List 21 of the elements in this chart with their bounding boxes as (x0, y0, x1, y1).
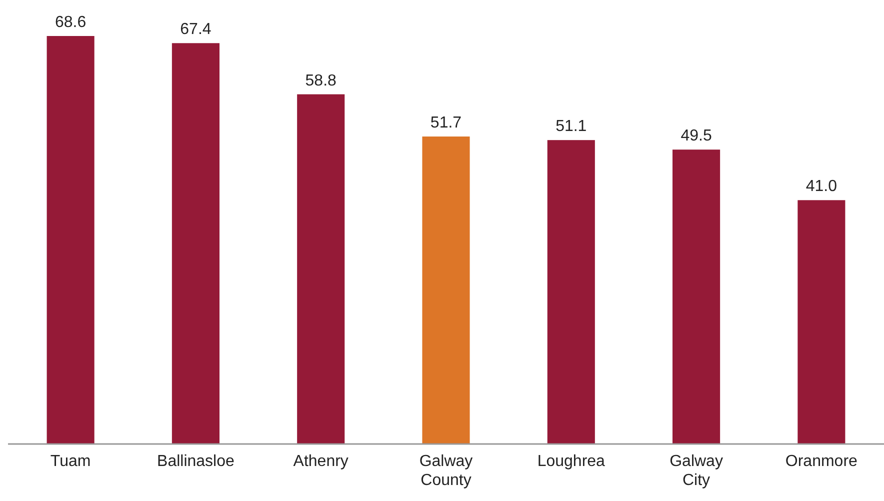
x-tick-label: Athenry (293, 453, 348, 470)
bar (172, 43, 220, 444)
bar (672, 150, 720, 444)
bar (547, 140, 595, 444)
x-tick-label: Galway City (670, 453, 723, 489)
data-label: 67.4 (180, 21, 212, 38)
x-tick-label: Ballinasloe (157, 453, 235, 470)
data-label: 51.1 (556, 118, 587, 136)
x-tick-label: Galway County (419, 453, 473, 489)
bar (46, 36, 94, 444)
bar (422, 136, 470, 444)
data-label: 58.8 (305, 72, 337, 90)
x-tick-label: Oranmore (785, 453, 858, 470)
x-tick-label: Loughrea (537, 453, 606, 470)
data-label: 41.0 (806, 178, 838, 196)
data-label: 68.6 (55, 14, 86, 31)
bar (297, 94, 345, 444)
data-label: 49.5 (680, 128, 712, 145)
bar (798, 200, 846, 444)
data-label: 51.7 (430, 114, 462, 132)
x-tick-label: Tuam (50, 453, 91, 470)
